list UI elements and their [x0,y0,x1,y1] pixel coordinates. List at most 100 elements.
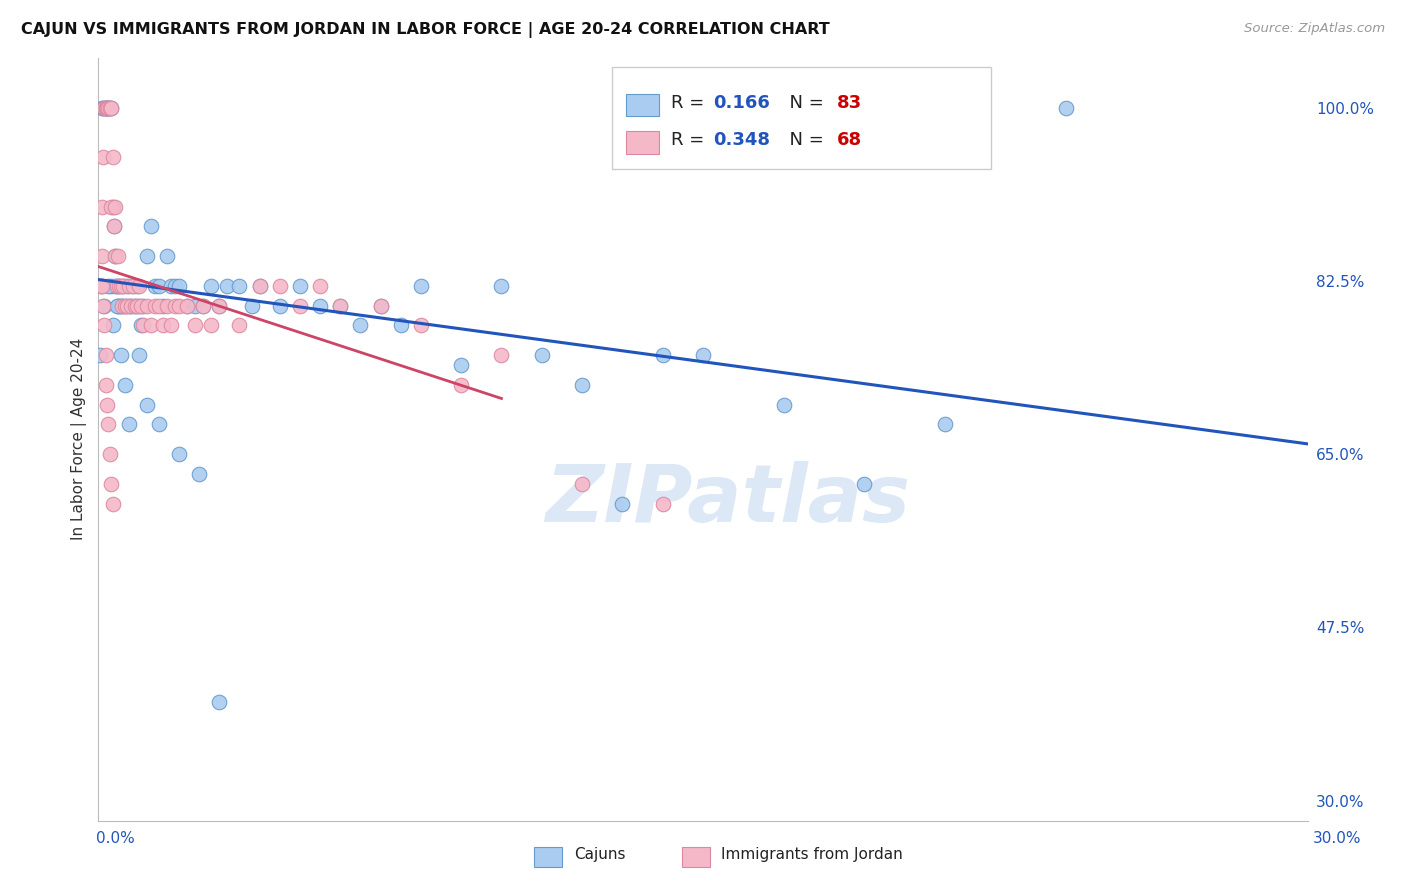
Text: 30.0%: 30.0% [1313,831,1361,846]
Point [94,101,117,115]
Point [200,318,222,333]
Text: R =: R = [671,94,710,112]
Text: 0.0%: 0.0% [96,831,135,846]
Point [491,348,513,362]
Point [89,278,111,293]
Point [97,278,120,293]
Point [129,299,152,313]
Point [148,299,170,313]
Point [97,101,120,115]
Point [135,249,157,263]
Point [124,299,146,313]
Point [103,200,125,214]
Point [450,358,472,372]
Point [240,299,263,313]
Point [853,476,876,491]
Point [96,398,118,412]
Point [228,278,250,293]
Point [208,299,231,313]
Point [118,417,141,432]
Point [217,278,239,293]
Point [101,318,124,333]
Point [389,318,412,333]
Point [651,348,673,362]
Point [97,417,120,432]
Point [118,299,141,313]
Point [111,278,134,293]
Point [105,299,128,313]
Point [128,278,150,293]
Point [160,318,183,333]
Point [93,318,115,333]
Point [167,278,190,293]
Point [101,497,124,511]
Point [94,101,117,115]
Point [193,299,215,313]
Point [249,278,271,293]
Point [100,476,122,491]
Point [329,299,352,313]
Point [93,101,115,115]
Point [571,476,593,491]
Point [104,249,127,263]
Point [91,299,114,313]
Point [269,278,291,293]
Point [152,299,174,313]
Text: CAJUN VS IMMIGRANTS FROM JORDAN IN LABOR FORCE | AGE 20-24 CORRELATION CHART: CAJUN VS IMMIGRANTS FROM JORDAN IN LABOR… [21,22,830,38]
Point [111,278,134,293]
Point [107,299,129,313]
Point [103,219,125,234]
Point [176,299,198,313]
Point [139,318,162,333]
Point [349,318,371,333]
Point [491,278,513,293]
Point [193,299,215,313]
Point [148,417,170,432]
Point [450,377,472,392]
Point [128,348,150,362]
Point [143,278,166,293]
Point [93,299,115,313]
Point [100,101,122,115]
Point [111,299,134,313]
Point [103,219,125,234]
Point [409,318,432,333]
Point [120,299,142,313]
Point [208,299,231,313]
Point [100,278,122,293]
Point [96,101,118,115]
Point [370,299,392,313]
Text: 83: 83 [837,94,862,112]
Point [91,101,114,115]
Point [100,200,122,214]
Point [135,398,157,412]
Point [91,150,114,164]
Point [89,348,111,362]
Point [309,299,332,313]
Point [148,278,170,293]
Point [184,299,207,313]
Point [118,278,141,293]
Point [772,398,794,412]
Text: Cajuns: Cajuns [574,847,626,863]
Point [156,299,179,313]
Point [91,101,114,115]
Point [612,497,634,511]
Point [110,278,132,293]
Point [114,299,136,313]
Point [309,278,332,293]
Point [571,377,593,392]
Point [167,299,190,313]
Point [107,278,129,293]
Point [651,497,673,511]
Point [93,101,115,115]
Point [110,348,132,362]
Text: 68: 68 [837,131,862,149]
Point [120,299,142,313]
Point [228,318,250,333]
Point [692,348,714,362]
Point [96,101,118,115]
Point [114,377,136,392]
Point [132,299,155,313]
Point [176,299,198,313]
